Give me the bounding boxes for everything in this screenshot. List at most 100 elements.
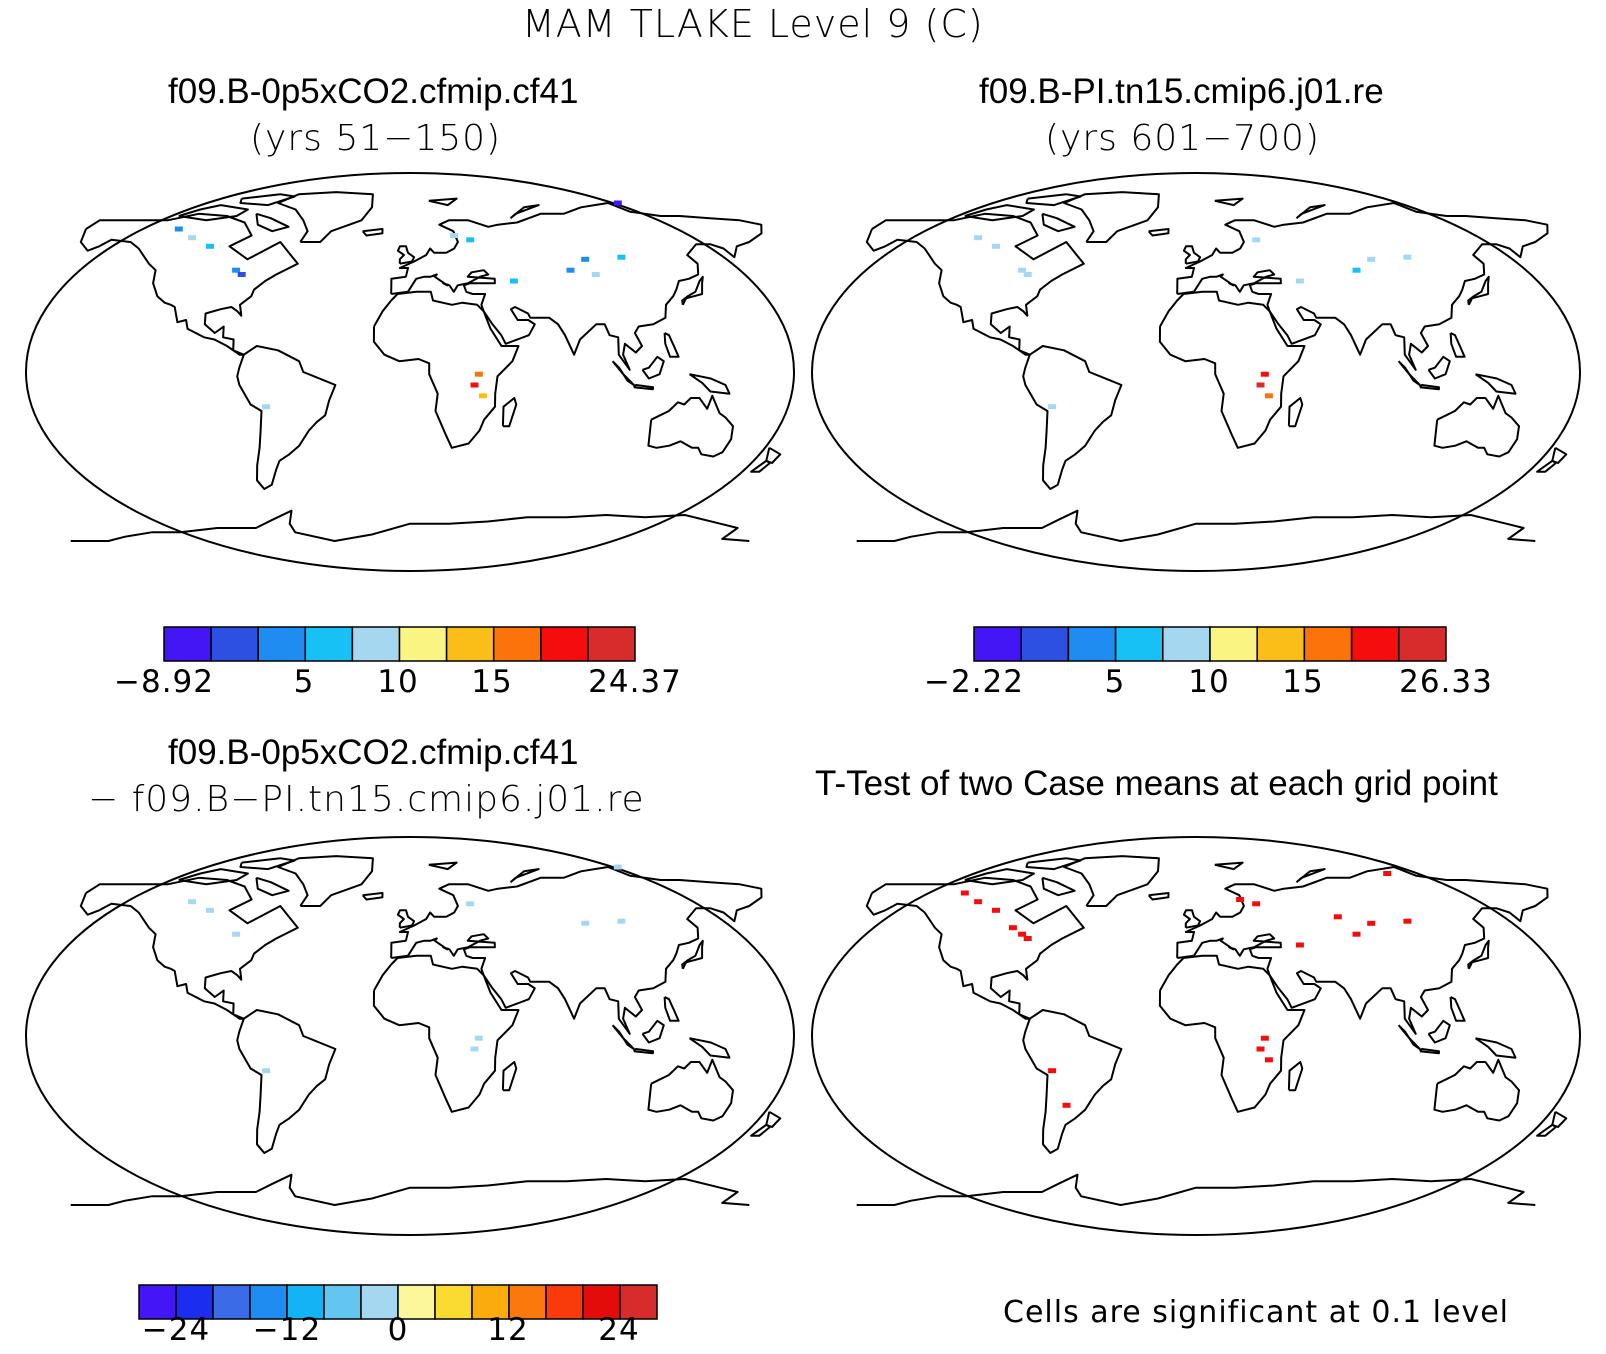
lake-cell [1367, 256, 1376, 262]
panel-subtitle-bottom-left: − f09.B−PI.tn15.cmip6.j01.re [88, 779, 645, 820]
lake-cell [1367, 920, 1376, 926]
coastline [647, 394, 734, 458]
colorbar-bottom-left-swatch [175, 1284, 214, 1320]
colorbar-bottom-left-swatch [545, 1284, 584, 1320]
coastline [396, 245, 416, 265]
lake-cell [992, 907, 1000, 913]
coastline [856, 509, 1536, 542]
colorbar-top-left-swatch [587, 626, 636, 662]
lake-cell [1023, 272, 1032, 277]
coastline [1182, 245, 1202, 265]
colorbar-top-right-label: 26.33 [1399, 664, 1493, 700]
lake-cell [1295, 278, 1304, 284]
coastline [611, 1024, 635, 1050]
coastline [428, 861, 458, 871]
lake-cell [1048, 1068, 1057, 1074]
panel-title-top-left: f09.B-0p5xCO2.cfmip.cf41 [168, 72, 579, 111]
lake-cell [1403, 254, 1412, 260]
coastline [1419, 1048, 1440, 1055]
lake-cell [1048, 404, 1057, 410]
coastlines [856, 191, 1568, 542]
lake-cell [466, 901, 475, 907]
coastline [1551, 446, 1568, 464]
coastline [236, 1009, 337, 1154]
lake-cell [206, 243, 214, 249]
coastline [1041, 212, 1076, 233]
lake-cell [1333, 914, 1342, 920]
lake-cell [470, 382, 479, 388]
coastline [1295, 868, 1326, 883]
coastline [79, 212, 299, 356]
coastline [1295, 204, 1326, 219]
lake-cell [174, 226, 183, 232]
coastline [1433, 1058, 1520, 1122]
colorbar-top-right-swatch [973, 626, 1022, 662]
coastline [1182, 909, 1202, 929]
colorbar-bottom-left-label: 24 [598, 1312, 640, 1348]
coastline [1063, 191, 1160, 243]
colorbar-bottom-left-label: −12 [252, 1312, 322, 1348]
lake-cells [174, 200, 626, 410]
lake-cell [1008, 925, 1017, 931]
lake-cell [1383, 871, 1392, 876]
coastline [1536, 1123, 1557, 1137]
lake-cell [1062, 1102, 1071, 1108]
colorbar-top-right-label: 15 [1282, 664, 1324, 700]
lake-cell [1256, 1046, 1265, 1052]
coastline [1041, 876, 1076, 897]
coastline [1536, 459, 1557, 473]
lake-cell [466, 237, 475, 243]
panel-subtitle-top-right: (yrs 601−700) [1045, 118, 1320, 159]
coastline [390, 866, 763, 1035]
coastline [1449, 996, 1466, 1022]
coastline [1551, 1110, 1568, 1128]
coastline [372, 954, 520, 1113]
lake-cell [1023, 936, 1032, 941]
coastline [509, 868, 540, 883]
coastline [1427, 355, 1451, 380]
lake-cells [188, 864, 626, 1074]
coastline [1158, 290, 1306, 449]
coastline [647, 1058, 734, 1122]
coastline [361, 228, 384, 237]
lake-cells [974, 235, 1412, 410]
colorbar-bottom-left-swatch [249, 1284, 288, 1320]
coastline [865, 876, 1085, 1020]
coastline [688, 1037, 731, 1059]
lake-cell [1260, 1035, 1269, 1041]
colorbar-top-left-swatch [304, 626, 354, 662]
coastline [1176, 202, 1549, 371]
colorbar-top-right-swatch [1256, 626, 1306, 662]
colorbar-top-left-label: 10 [377, 664, 419, 700]
coastline [396, 909, 416, 929]
lake-cell [1352, 931, 1361, 937]
colorbar-top-left-label: 24.37 [588, 664, 682, 700]
colorbar-bottom-left-swatch [397, 1284, 436, 1320]
panel-subtitle-top-left: (yrs 51−150) [250, 118, 502, 159]
coastline [1176, 866, 1549, 1035]
coastline [633, 1048, 654, 1055]
coastline [1287, 1061, 1304, 1092]
coastline [1287, 397, 1304, 428]
coastline [750, 459, 771, 473]
map-boundary [811, 836, 1581, 1236]
coastline [641, 1019, 665, 1044]
coastline [239, 857, 296, 871]
coastline [1397, 360, 1421, 386]
colorbar-bottom-left-label: 12 [487, 1312, 529, 1348]
lake-cell [1018, 267, 1027, 273]
coastline [236, 345, 337, 490]
lake-cell [581, 256, 590, 262]
coastline [390, 202, 763, 371]
colorbar-top-left-label: 5 [293, 664, 315, 700]
lake-cell [1264, 393, 1273, 399]
coastline [688, 373, 731, 395]
coastline [361, 892, 384, 901]
lake-cell [1252, 237, 1261, 243]
lake-cell [509, 278, 518, 284]
coastline [750, 1123, 771, 1137]
panel-title-bottom-left: f09.B-0p5xCO2.cfmip.cf41 [168, 733, 579, 772]
